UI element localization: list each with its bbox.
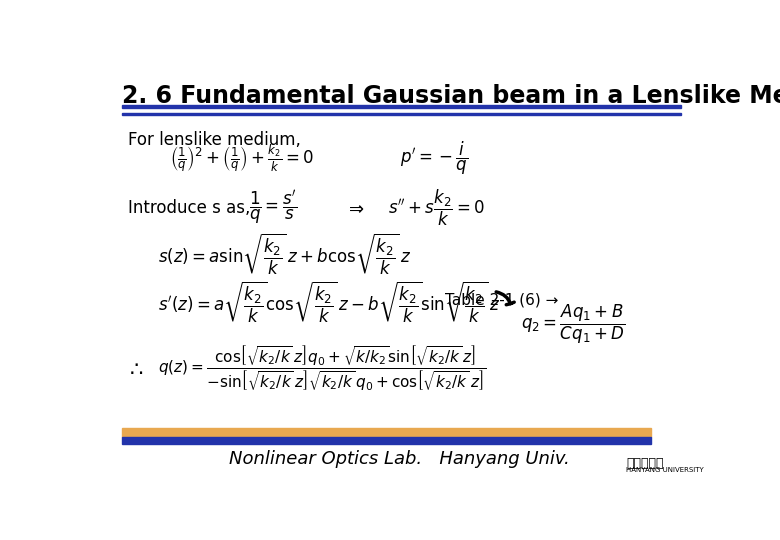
Text: $q_2 = \dfrac{Aq_1 + B}{Cq_1 + D}$: $q_2 = \dfrac{Aq_1 + B}{Cq_1 + D}$ (521, 303, 625, 346)
Text: $s'' + s\dfrac{k_2}{k} = 0$: $s'' + s\dfrac{k_2}{k} = 0$ (388, 188, 484, 228)
Text: $\left(\frac{1}{q}\right)^2 + \left(\frac{1}{q}\right) + \frac{k_2}{k} = 0$: $\left(\frac{1}{q}\right)^2 + \left(\fra… (170, 143, 314, 174)
Text: 2. 6 Fundamental Gaussian beam in a Lenslike Medium - ABCD law: 2. 6 Fundamental Gaussian beam in a Lens… (122, 84, 780, 107)
Bar (122, 437, 651, 444)
Bar (122, 428, 651, 437)
Text: 한양대학교: 한양대학교 (626, 457, 664, 470)
Text: For lenslike medium,: For lenslike medium, (128, 131, 300, 149)
Text: $\therefore$: $\therefore$ (125, 359, 143, 379)
Text: Introduce s as,: Introduce s as, (128, 199, 250, 217)
Text: $s'(z) = a\sqrt{\dfrac{k_2}{k}}\cos\!\sqrt{\dfrac{k_2}{k}}\,z - b\sqrt{\dfrac{k_: $s'(z) = a\sqrt{\dfrac{k_2}{k}}\cos\!\sq… (158, 279, 500, 325)
Text: HANYANG UNIVERSITY: HANYANG UNIVERSITY (626, 467, 704, 473)
Text: $\Rightarrow$: $\Rightarrow$ (346, 199, 365, 217)
Text: $\dfrac{1}{q} = \dfrac{s'}{s}$: $\dfrac{1}{q} = \dfrac{s'}{s}$ (249, 189, 297, 227)
Text: $p' = -\dfrac{i}{q}$: $p' = -\dfrac{i}{q}$ (399, 140, 468, 177)
Bar (122, 105, 681, 109)
Text: Nonlinear Optics Lab.   Hanyang Univ.: Nonlinear Optics Lab. Hanyang Univ. (229, 450, 570, 468)
Bar (122, 113, 681, 114)
Text: $q(z) = \dfrac{\cos\!\left[\sqrt{k_2/k}\,z\right]q_0 + \sqrt{k/k_2}\sin\!\left[\: $q(z) = \dfrac{\cos\!\left[\sqrt{k_2/k}\… (158, 343, 486, 393)
Text: Table 2-1 (6) →: Table 2-1 (6) → (445, 292, 558, 307)
Text: $s(z) = a\sin\!\sqrt{\dfrac{k_2}{k}}\,z + b\cos\!\sqrt{\dfrac{k_2}{k}}\,z$: $s(z) = a\sin\!\sqrt{\dfrac{k_2}{k}}\,z … (158, 231, 411, 276)
